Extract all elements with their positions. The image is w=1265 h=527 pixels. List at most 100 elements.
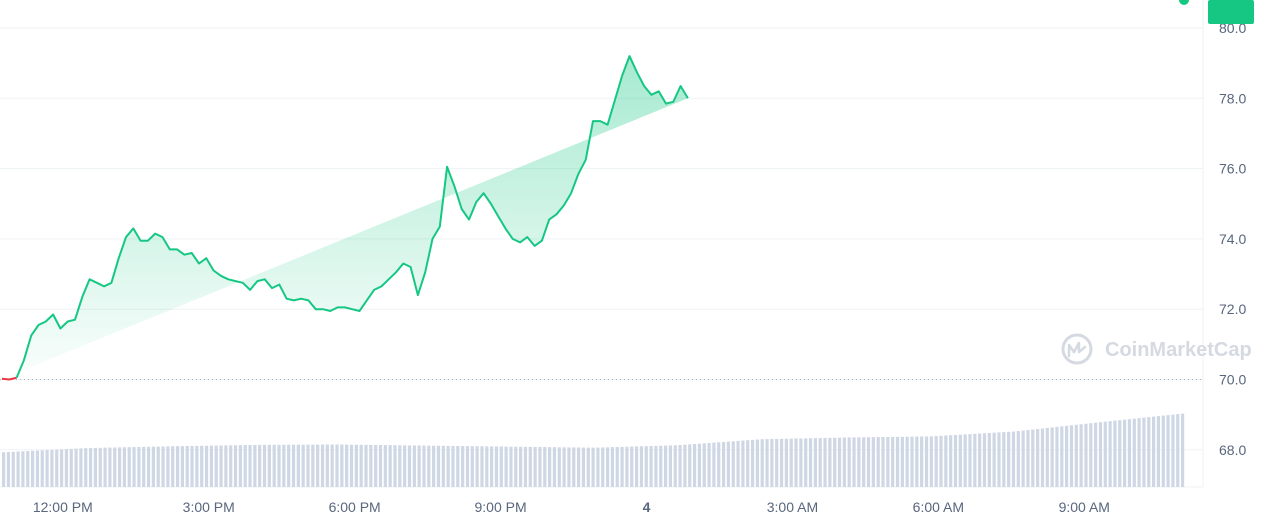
volume-bar <box>224 445 228 487</box>
volume-bar <box>639 446 644 487</box>
volume-bar <box>494 446 499 487</box>
volume-bar <box>64 449 69 487</box>
volume-bar <box>79 448 83 487</box>
volume-bar <box>625 446 629 487</box>
volume-bar <box>190 445 194 487</box>
volume-bar <box>490 446 494 487</box>
volume-bar <box>422 445 426 487</box>
volume-bar <box>1108 421 1112 487</box>
volume-bar <box>345 444 349 487</box>
volume-bar <box>398 445 402 487</box>
volume-bar <box>98 447 102 487</box>
volume-bar <box>93 447 98 487</box>
volume-bar <box>1132 418 1136 487</box>
volume-bar <box>214 445 218 487</box>
volume-bar <box>451 445 455 487</box>
volume-bar <box>40 450 44 487</box>
volume-bar <box>393 445 397 487</box>
volume-bar <box>572 447 576 487</box>
volume-bar <box>833 437 837 487</box>
volume-bar <box>692 444 697 487</box>
x-tick-label: 6:00 AM <box>913 499 964 515</box>
volume-bar <box>267 444 271 487</box>
y-tick-label: 78.0 <box>1219 90 1246 106</box>
volume-bar <box>1050 427 1054 487</box>
volume-bar <box>16 451 20 487</box>
volume-bar <box>132 447 136 487</box>
volume-bar <box>291 444 296 487</box>
volume-bar <box>320 444 325 487</box>
volume-bar <box>659 445 663 487</box>
volume-bar <box>741 440 745 487</box>
volume-bars <box>2 413 1185 487</box>
volume-bar <box>1089 423 1093 487</box>
volume-bar <box>30 450 35 487</box>
volume-bar <box>997 432 1001 487</box>
volume-bar <box>837 437 842 487</box>
volume-bar <box>446 445 450 487</box>
volume-bar <box>1016 431 1020 487</box>
volume-bar <box>1021 430 1025 487</box>
volume-bar <box>775 438 779 487</box>
volume-bar <box>905 436 909 487</box>
volume-bar <box>185 446 189 487</box>
volume-bar <box>475 446 479 487</box>
volume-bar <box>388 445 392 487</box>
volume-bar <box>59 449 64 487</box>
volume-bar <box>746 440 750 487</box>
volume-bar <box>103 447 107 487</box>
volume-bar <box>403 445 407 487</box>
volume-bar <box>973 433 977 487</box>
volume-bar <box>804 438 808 487</box>
volume-bar <box>721 441 726 487</box>
volume-bar <box>813 438 817 487</box>
volume-bar <box>910 436 914 487</box>
volume-bar <box>258 444 262 487</box>
volume-bar <box>630 446 634 487</box>
volume-bar <box>963 434 967 487</box>
volume-bar <box>161 446 165 487</box>
volume-bar <box>432 445 436 487</box>
volume-bar <box>750 439 755 487</box>
volume-bar <box>166 446 170 487</box>
volume-bar <box>359 444 363 487</box>
volume-bar <box>654 445 658 487</box>
coinmarketcap-logo-icon <box>1061 333 1093 365</box>
volume-bar <box>117 447 122 487</box>
volume-bar <box>552 447 557 487</box>
volume-bar <box>644 446 648 487</box>
volume-bar <box>369 444 373 487</box>
volume-bar <box>668 445 673 487</box>
volume-bar <box>1002 432 1006 487</box>
volume-bar <box>634 446 639 487</box>
volume-bar <box>383 445 387 487</box>
volume-bar <box>509 446 513 487</box>
volume-bar <box>306 444 310 487</box>
volume-bar <box>548 447 552 487</box>
volume-bar <box>1031 429 1035 487</box>
volume-bar <box>924 436 929 487</box>
volume-bar <box>736 440 740 487</box>
volume-bar <box>1103 421 1107 487</box>
volume-bar <box>349 444 354 487</box>
price-area-fill <box>2 56 688 380</box>
x-tick-label: 3:00 PM <box>183 499 235 515</box>
volume-bar <box>842 437 846 487</box>
volume-bar <box>195 445 199 487</box>
volume-bar <box>823 437 827 487</box>
volume-bar <box>968 434 972 487</box>
volume-bar <box>794 438 798 487</box>
volume-bar <box>229 445 233 487</box>
y-tick-label: 70.0 <box>1219 372 1246 388</box>
volume-bar <box>175 446 180 487</box>
volume-bar <box>1118 420 1122 487</box>
volume-bar <box>461 446 465 487</box>
volume-bar <box>866 437 871 487</box>
volume-bar <box>407 445 412 487</box>
volume-bar <box>1036 428 1040 487</box>
volume-bar <box>982 433 987 487</box>
volume-bar <box>441 445 445 487</box>
volume-bar <box>596 447 600 487</box>
